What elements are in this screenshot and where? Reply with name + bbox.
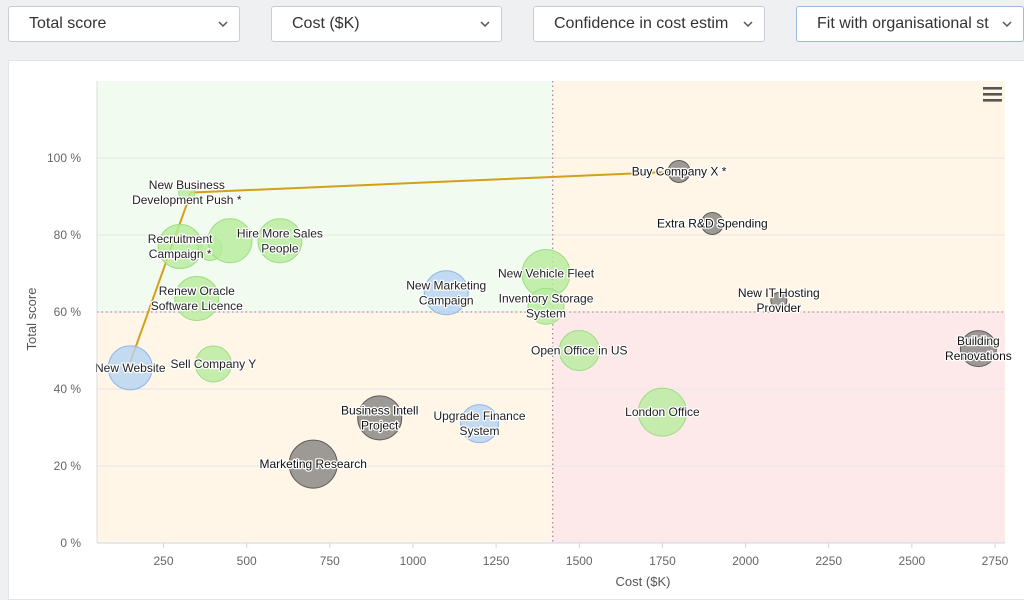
x-tick-label: 1250	[483, 554, 510, 568]
bubble-chart: New Website Sell Company Y Renew Oracle Sof…	[24, 81, 1013, 589]
bubble-label: Marketing Research	[259, 457, 366, 471]
bubble-label: Sell Company Y	[170, 357, 256, 371]
y-tick-label: 0 %	[60, 536, 81, 550]
bubble-point[interactable]	[288, 439, 338, 489]
bubble-label: New Business Development Push *	[132, 178, 242, 207]
bubble-point[interactable]	[257, 218, 303, 264]
chevron-down-icon	[1002, 21, 1012, 28]
bubble-label: New Vehicle Fleet	[498, 267, 595, 281]
bubble-label: New Website	[95, 361, 166, 375]
chevron-down-icon	[218, 21, 228, 28]
chart-panel: New Website Sell Company Y Renew Oracle Sof…	[8, 60, 1024, 600]
bubble-label: Renew Oracle Software Licence	[151, 284, 243, 313]
color-metric-select-value: Fit with organisational st	[817, 15, 989, 32]
bubble-label: New Marketing Campaign	[406, 278, 486, 307]
y-tick-label: 80 %	[54, 228, 82, 242]
bubble-label: Buy Company X *	[632, 164, 727, 178]
zone-low-cost-high-score	[97, 81, 553, 312]
bubble-label: Recruitment Campaign *	[148, 232, 213, 261]
bubble-point[interactable]	[107, 345, 153, 391]
color-metric-select[interactable]: Fit with organisational st	[796, 6, 1024, 42]
bubble-label: Open Office in US	[531, 344, 628, 358]
y-axis-select-value: Confidence in cost estim	[554, 15, 729, 32]
size-metric-select-value: Total score	[29, 15, 107, 32]
bubble-point[interactable]	[558, 330, 600, 371]
x-tick-label: 1750	[649, 554, 676, 568]
bubble-point[interactable]	[667, 159, 691, 183]
bubble-point[interactable]	[459, 404, 499, 444]
zone-high-cost-low-score	[552, 312, 1005, 543]
bubble-point[interactable]	[357, 395, 403, 441]
bubble-label: London Office	[625, 405, 700, 419]
bubble-point[interactable]	[959, 330, 997, 368]
x-tick-label: 2250	[815, 554, 842, 568]
bubble-point[interactable]	[700, 211, 724, 235]
x-tick-label: 2750	[982, 554, 1009, 568]
x-tick-label: 1500	[566, 554, 593, 568]
bubble-point[interactable]	[194, 345, 232, 383]
y-tick-label: 100 %	[47, 151, 81, 165]
hamburger-menu-icon[interactable]	[979, 83, 1005, 105]
y-tick-label: 40 %	[54, 382, 82, 396]
x-tick-label: 1000	[400, 554, 427, 568]
chevron-down-icon	[743, 21, 753, 28]
bubble-point[interactable]	[637, 387, 687, 437]
chevron-down-icon	[480, 21, 490, 28]
x-tick-label: 250	[154, 554, 174, 568]
x-axis-select[interactable]: Cost ($K)	[271, 6, 502, 42]
y-axis-select[interactable]: Confidence in cost estim	[533, 6, 765, 42]
bubble-label: Inventory Storage System	[499, 292, 594, 321]
y-tick-label: 20 %	[54, 459, 82, 473]
bubble-label: Hire More Sales People	[237, 226, 323, 255]
bubble-point[interactable]	[423, 270, 469, 316]
bubble-point[interactable]	[174, 276, 220, 322]
bubble-label: Upgrade Finance System	[433, 409, 525, 438]
bubble-point[interactable]	[527, 287, 565, 325]
x-tick-label: 500	[237, 554, 257, 568]
x-tick-label: 2500	[899, 554, 926, 568]
size-metric-select[interactable]: Total score	[8, 6, 240, 42]
x-tick-label: 2000	[732, 554, 759, 568]
x-axis-title: Cost ($K)	[616, 574, 671, 589]
y-axis-title: Total score	[24, 288, 39, 351]
bubble-point[interactable]	[207, 218, 253, 264]
bubble-point[interactable]	[178, 184, 196, 202]
y-tick-label: 60 %	[54, 305, 82, 319]
bubble-point[interactable]	[770, 291, 788, 309]
x-tick-label: 750	[320, 554, 340, 568]
bubble-label: Building Renovations	[945, 334, 1012, 363]
bubble-label: Extra R&D Spending	[657, 216, 768, 230]
bubble-label: New IT Hosting Provider	[738, 286, 820, 315]
x-axis-select-value: Cost ($K)	[292, 15, 360, 32]
zone-high-cost-high-score	[552, 81, 1005, 312]
bubble-label: Business Intell Project	[341, 403, 418, 432]
